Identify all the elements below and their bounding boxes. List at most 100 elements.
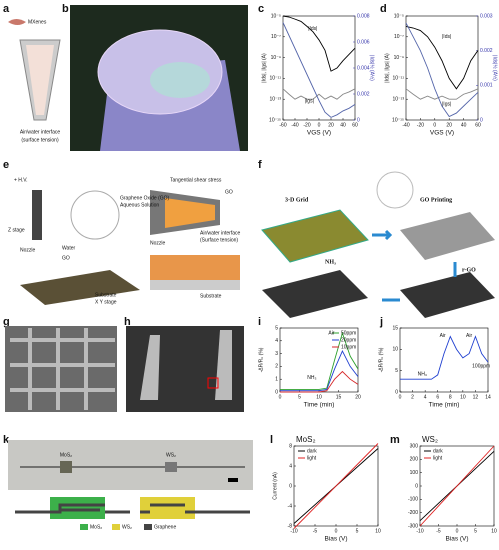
x-tick-label: 8 [449,394,452,400]
y2-tick-label: 0.004 [357,65,370,71]
label: f [258,159,262,171]
series-line [293,443,379,529]
y-tick-label: 8 [289,443,292,449]
annotation: 100ppm [472,364,490,370]
y-tick-label: 10⁻¹¹ [392,76,404,82]
text: Nozzle [20,247,36,253]
x-tick-label: 20 [328,122,334,128]
x-tick-label: -40 [291,122,298,128]
text: Tangential shear stress [170,177,222,183]
legend-swatch [144,524,152,530]
mos2-block [50,497,105,519]
y-axis-label: Current (nA) [272,472,278,500]
y-tick-label: -200 [408,510,418,516]
x-tick-label: 5 [298,394,301,400]
chart-title: WS₂ [422,435,438,444]
x-tick-label: 12 [473,394,479,400]
y-tick-label: 10⁻¹¹ [269,76,281,82]
plot-frame [282,15,356,121]
y-tick-label: 5 [395,368,398,374]
y2-tick-label: 0.002 [480,48,493,54]
x-tick-label: 2 [411,394,414,400]
annotation: |Ids| [442,34,451,40]
series-line [405,88,479,100]
x-axis-label: VGS (V) [307,130,331,137]
label: d [380,3,387,15]
text: MXenes [28,19,47,25]
nozzle-body [32,190,42,240]
x-tick-label: 0 [456,528,459,534]
x-tick-label: -10 [416,528,423,534]
mxene-icon [8,19,26,25]
y2-tick-label: 0 [480,117,483,123]
text: 3-D Grid [285,197,309,203]
annotation: NH₃ [307,375,316,381]
legend-text: dark [433,448,443,454]
y-tick-label: 10⁻⁷ [271,34,281,40]
y-tick-label: 10⁻⁹ [394,55,404,61]
y-tick-label: 10⁻⁹ [271,55,281,61]
x-tick-label: 20 [355,394,361,400]
y-tick-label: 0 [289,483,292,489]
series-line [280,331,359,390]
y-tick-label: 0 [275,389,278,395]
label: c [258,3,264,15]
legend-text: light [307,455,317,461]
x-tick-label: 10 [375,528,381,534]
ws2-block [140,497,195,519]
panel-b [70,5,248,151]
x-tick-label: 5 [356,528,359,534]
label: l [270,434,273,446]
text: GO [225,189,233,195]
panel-k: MoS₂ WS₂ MoS₂ WS₂ Graphene [8,440,253,530]
annotation: Air [440,333,446,339]
y-tick-label: 10 [392,347,398,353]
annotation: Air [466,333,472,339]
grid-lines [10,328,115,410]
series-line [405,25,479,90]
text: Water [62,245,75,251]
y-tick-label: 300 [410,443,419,449]
text: Z stage [8,227,25,233]
y-tick-label: 10⁻¹⁵ [392,117,404,123]
y2-tick-label: 0.008 [357,13,370,19]
y2-tick-label: 0.006 [357,39,370,45]
text: Aqueous Solution [120,202,159,208]
label: b [62,3,69,15]
label: e [3,159,9,171]
text: Substrate [95,292,117,298]
text: (Surface tension) [200,237,238,243]
series-line [282,88,356,100]
flake [165,462,177,472]
x-tick-label: 20 [446,122,452,128]
arrows [372,229,457,302]
y-tick-label: 5 [275,325,278,331]
x-tick-label: -20 [417,122,424,128]
x-tick-label: 10 [316,394,322,400]
x-tick-label: 0 [399,394,402,400]
legend-text: 10ppm [341,344,356,350]
y2-tick-label: 0.003 [480,13,493,19]
x-tick-label: 60 [475,122,481,128]
legend-text: Graphene [154,524,176,530]
x-tick-label: 14 [485,394,491,400]
label: m [390,434,400,446]
x-tick-label: 0 [279,394,282,400]
text: Air/water interface [20,129,61,135]
x-tick-label: -60 [279,122,286,128]
go-printed [400,212,495,260]
label: i [258,316,261,328]
substrate [20,270,140,305]
y-tick-label: 2 [275,364,278,370]
y-tick-label: 100 [410,470,419,476]
x-tick-label: -40 [402,122,409,128]
chart-title: MoS₂ [296,435,316,444]
legend-text: MoS₂ [90,524,102,530]
x-tick-label: 5 [474,528,477,534]
y2-tick-label: 0.002 [357,91,370,97]
y-tick-label: -100 [408,497,418,503]
y2-tick-label: 0.001 [480,83,493,89]
iridescence [150,62,210,98]
y-axis-label: |Ids|, |Igs| (A) [384,53,390,83]
